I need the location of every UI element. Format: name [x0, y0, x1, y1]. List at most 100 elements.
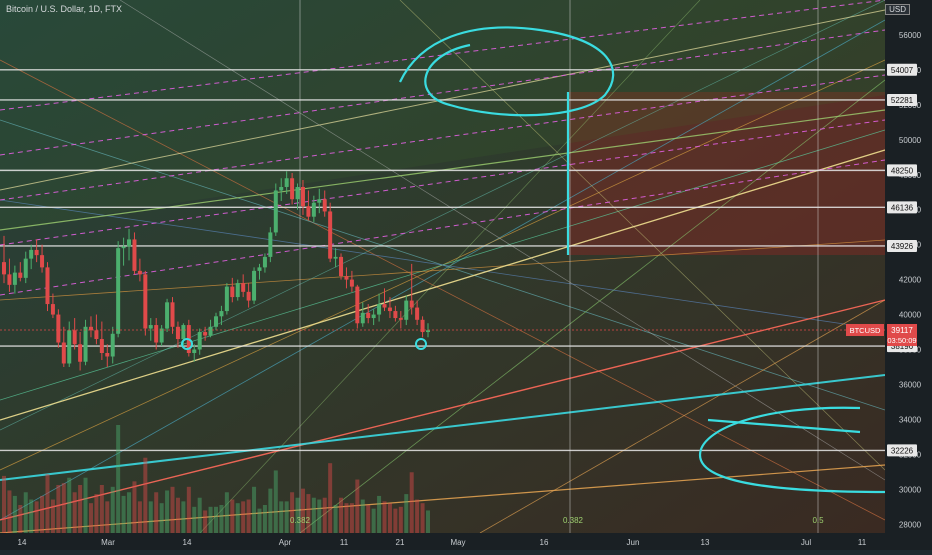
volume-bar [18, 505, 23, 533]
candle-body [246, 291, 251, 301]
price-tag-text: 43926 [891, 242, 914, 251]
volume-bar [322, 497, 327, 533]
candle-body [197, 332, 202, 350]
volume-bar [246, 499, 251, 533]
candle-body [110, 333, 115, 357]
volume-bar [398, 506, 403, 533]
candle-body [426, 330, 430, 333]
candle-body [415, 307, 420, 320]
volume-bar [175, 497, 180, 533]
x-tick-label: Jul [801, 538, 811, 547]
volume-bar [94, 494, 99, 533]
volume-bar [99, 485, 104, 533]
candle-body [382, 304, 387, 308]
candle-body [72, 330, 77, 345]
volume-bar [306, 494, 311, 533]
candle-body [328, 211, 333, 259]
volume-bar [214, 506, 218, 533]
candle-body [404, 300, 409, 320]
volume-bar [143, 457, 148, 533]
candle-body [273, 190, 278, 233]
currency-button[interactable]: USD [885, 4, 910, 15]
price-axis[interactable] [885, 0, 932, 550]
y-tick-label: 36000 [899, 380, 922, 389]
candle-body [121, 246, 126, 249]
candle-body [224, 286, 229, 312]
y-tick-label: 40000 [899, 311, 922, 320]
x-tick-label: 21 [396, 538, 405, 547]
price-tag-text: 46136 [891, 203, 914, 212]
circle-annotation [399, 26, 615, 117]
candle-body [300, 186, 305, 207]
volume-bar [72, 492, 77, 533]
price-tag [887, 63, 917, 76]
candle-body [181, 325, 186, 340]
candle-body [371, 314, 376, 319]
plot-background [0, 0, 885, 533]
volume-bars-group [2, 425, 430, 533]
candle-body [159, 328, 164, 343]
time-axis[interactable] [0, 533, 885, 550]
candle-body [420, 319, 425, 333]
candle-body [23, 258, 28, 278]
volume-bar [355, 479, 360, 533]
candle-body [170, 302, 175, 327]
candle-body [219, 311, 224, 317]
volume-bar [203, 510, 208, 533]
volume-bar [366, 505, 371, 533]
volume-bar [50, 499, 55, 533]
candle-body [45, 267, 50, 305]
candle-body [165, 302, 170, 329]
volume-bar [290, 492, 295, 533]
volume-bar [29, 499, 34, 533]
candle-body [377, 304, 382, 315]
candle-body [192, 349, 197, 354]
symbol-tag-text: BTCUSD [850, 326, 881, 335]
candle-body [175, 326, 180, 340]
candle-body [230, 286, 235, 298]
candle-body [241, 283, 246, 292]
candle-body [235, 283, 240, 298]
volume-bar [268, 488, 273, 533]
volume-bar [235, 503, 240, 533]
volume-bar [224, 492, 229, 533]
candle-body [78, 344, 83, 362]
fib-label: 0.382 [290, 516, 311, 525]
x-tick-label: 13 [701, 538, 710, 547]
candle-body [393, 311, 398, 319]
volume-bar [78, 485, 83, 533]
candle-body [339, 256, 344, 277]
volume-bar [67, 477, 72, 533]
volume-bar [295, 497, 300, 533]
trend-lines-group [0, 0, 886, 534]
candle-body [355, 286, 360, 324]
volume-bar [192, 506, 197, 533]
volume-bar [154, 492, 159, 533]
volume-bar [420, 503, 425, 533]
price-tag [887, 444, 917, 457]
drawings-group [181, 26, 886, 494]
price-tag-text: 52281 [891, 96, 914, 105]
volume-bar [132, 481, 137, 533]
volume-bar [393, 508, 398, 533]
candle-body [262, 256, 267, 268]
volume-bar [105, 501, 110, 533]
volume-bar [371, 508, 376, 533]
x-tick-label: 11 [340, 538, 349, 547]
candle-body [50, 304, 55, 315]
volume-bar [159, 503, 164, 533]
volume-bar [230, 499, 235, 533]
volume-bar [328, 463, 333, 533]
volume-bar [116, 425, 121, 533]
fib-label: 0.382 [563, 516, 584, 525]
candles-group [2, 171, 430, 371]
candle-body [154, 325, 159, 343]
horizontal-levels-group [0, 69, 885, 452]
candle-body [290, 178, 295, 200]
candle-body [203, 332, 208, 336]
candle-body [344, 276, 349, 280]
x-tick-label: May [450, 538, 465, 547]
